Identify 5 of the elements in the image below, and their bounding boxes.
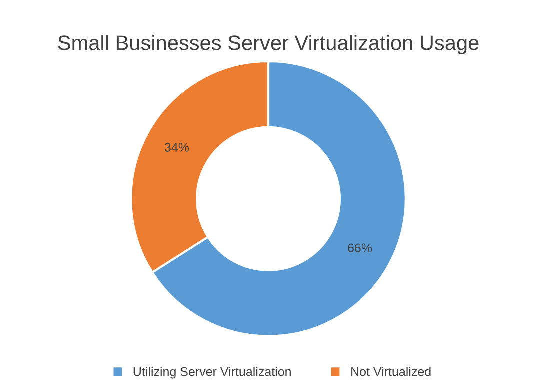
data-label: 34%	[164, 143, 190, 152]
chart-title: Small Businesses Server Virtualization Usage	[58, 35, 479, 55]
legend-label: Utilizing Server Virtualization	[134, 367, 291, 379]
data-label: 66%	[348, 244, 372, 253]
legend-label: Not Virtualized	[352, 367, 431, 376]
